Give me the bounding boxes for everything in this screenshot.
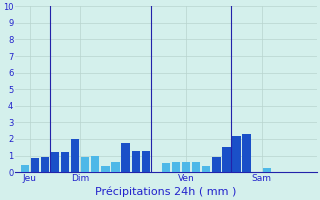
Bar	[172, 162, 180, 172]
Bar	[263, 168, 271, 172]
Bar	[61, 152, 69, 172]
Bar	[142, 151, 150, 172]
Bar	[31, 158, 39, 172]
Bar	[20, 165, 29, 172]
Bar	[91, 156, 100, 172]
Bar	[101, 166, 109, 172]
Bar	[202, 166, 211, 172]
Bar	[71, 139, 79, 172]
Bar	[132, 151, 140, 172]
Bar	[222, 147, 231, 172]
Bar	[212, 157, 220, 172]
X-axis label: Précipitations 24h ( mm ): Précipitations 24h ( mm )	[95, 187, 236, 197]
Bar	[122, 143, 130, 172]
Bar	[81, 157, 89, 172]
Bar	[182, 162, 190, 172]
Bar	[192, 162, 200, 172]
Bar	[162, 163, 170, 172]
Bar	[111, 162, 120, 172]
Bar	[232, 136, 241, 172]
Bar	[243, 134, 251, 172]
Bar	[41, 157, 49, 172]
Bar	[51, 152, 59, 172]
